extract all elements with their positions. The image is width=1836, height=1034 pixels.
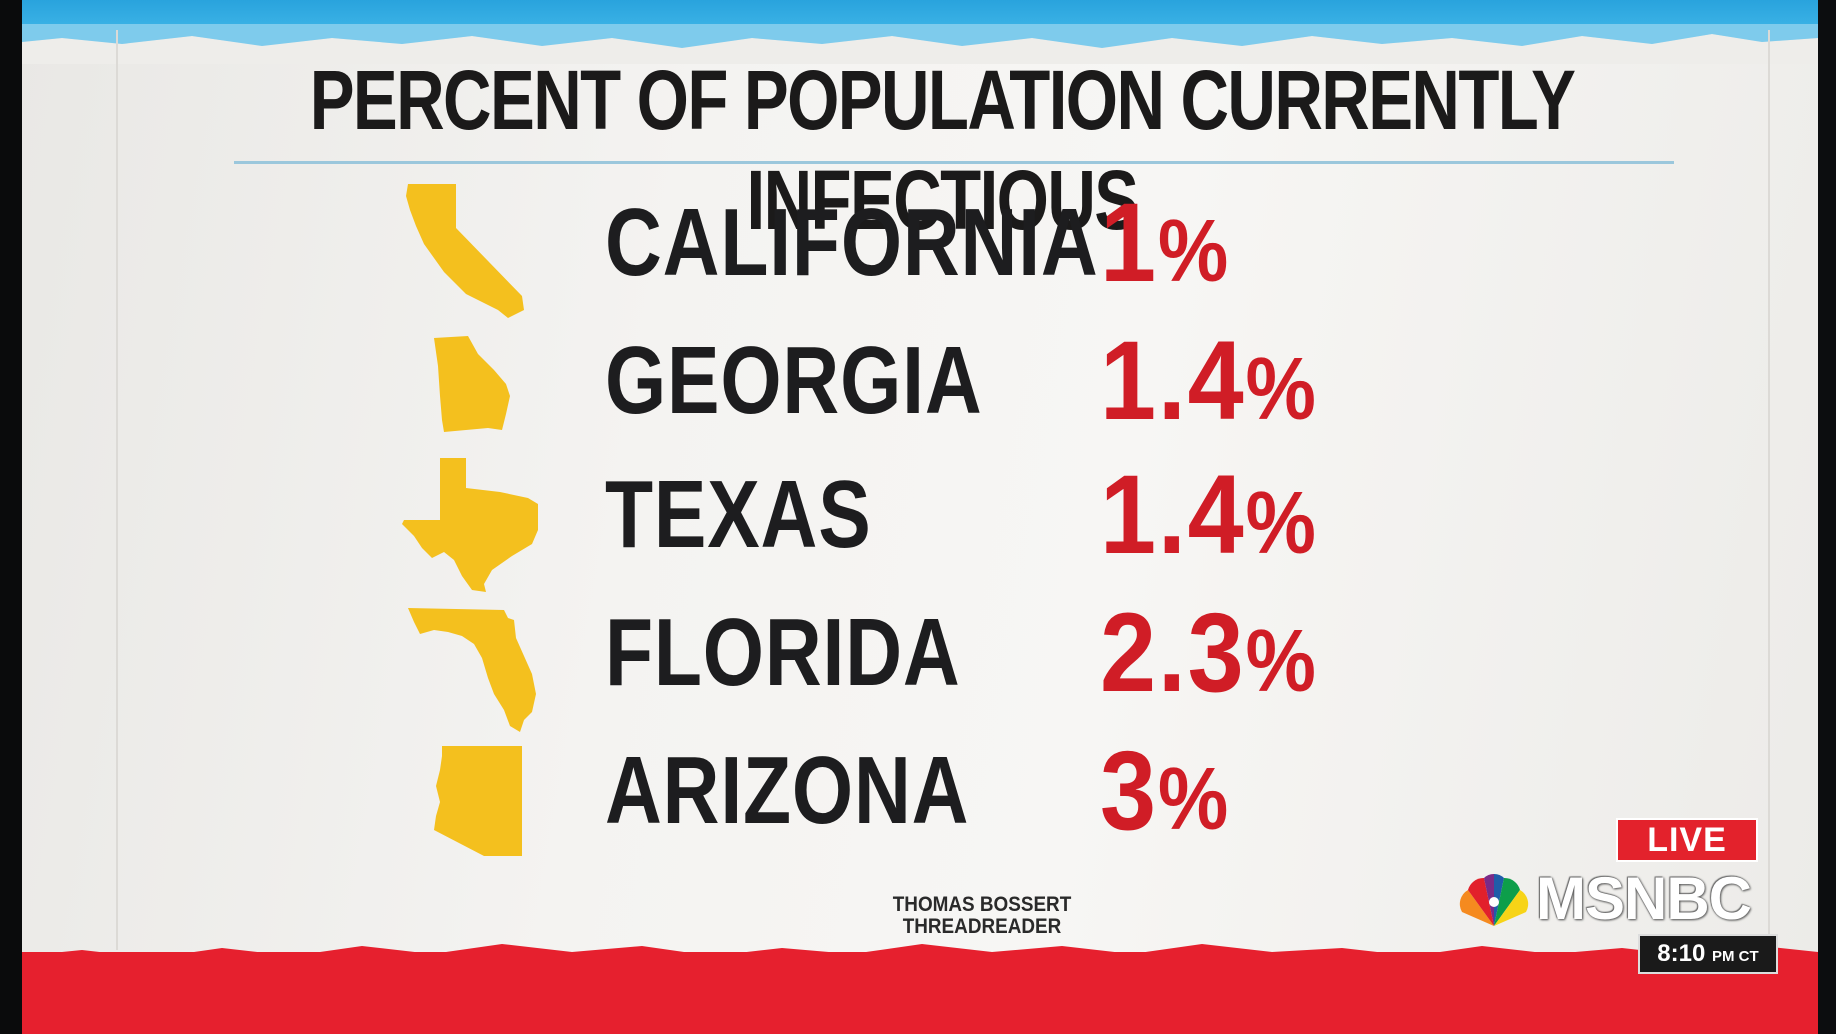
state-name: CALIFORNIA — [605, 189, 1099, 296]
state-row-georgia: GEORGIA 1.4% — [22, 316, 1818, 439]
percent-number: 3 — [1100, 728, 1158, 853]
percent-number: 1 — [1100, 180, 1158, 305]
percent-number: 1.4 — [1100, 452, 1246, 577]
state-row-texas: TEXAS 1.4% — [22, 450, 1818, 592]
percent-sign: % — [1157, 749, 1231, 848]
network-logo: MSNBC — [1454, 864, 1774, 934]
state-name: ARIZONA — [605, 737, 970, 844]
percent-value: 1.4% — [1100, 459, 1318, 573]
tv-bezel-left — [0, 0, 22, 1034]
broadcast-clock: 8:10 PM CT — [1638, 934, 1778, 974]
network-name: MSNBC — [1536, 865, 1752, 932]
source-site: THREADREADER — [902, 915, 1062, 938]
state-name: FLORIDA — [605, 599, 961, 706]
graphic-title: PERCENT OF POPULATION CURRENTLY INFECTIO… — [309, 53, 1576, 247]
percent-sign: % — [1245, 473, 1318, 572]
georgia-shape-icon — [434, 336, 510, 432]
state-name: GEORGIA — [605, 327, 983, 434]
percent-sign: % — [1245, 339, 1318, 438]
percent-value: 2.3% — [1100, 597, 1318, 711]
percent-number: 2.3 — [1100, 590, 1246, 715]
broadcast-screen: PERCENT OF POPULATION CURRENTLY INFECTIO… — [22, 0, 1818, 1034]
tv-bezel-right — [1818, 0, 1836, 1034]
peacock-icon — [1459, 873, 1529, 926]
percent-number: 1.4 — [1100, 318, 1246, 443]
state-row-arizona: ARIZONA 3% — [22, 726, 1818, 856]
arizona-shape-icon — [434, 746, 522, 856]
clock-ampm: PM CT — [1712, 948, 1759, 965]
state-row-florida: FLORIDA 2.3% — [22, 588, 1818, 732]
live-badge: LIVE — [1616, 818, 1758, 862]
source-credit: THOMAS BOSSERT THREADREADER — [892, 894, 1072, 938]
california-shape-icon — [406, 184, 524, 318]
title-divider — [234, 161, 1674, 164]
percent-sign: % — [1245, 611, 1318, 710]
florida-shape-icon — [408, 608, 536, 732]
percent-value: 3% — [1100, 735, 1231, 849]
percent-value: 1.4% — [1100, 325, 1318, 439]
percent-value: 1% — [1100, 187, 1231, 301]
bottom-color-band — [22, 952, 1818, 1034]
panel-frame — [116, 30, 1770, 950]
percent-sign: % — [1157, 201, 1231, 300]
state-row-california: CALIFORNIA 1% — [22, 178, 1818, 318]
texas-shape-icon — [402, 458, 538, 592]
clock-time: 8:10 — [1657, 940, 1706, 967]
state-name: TEXAS — [605, 461, 872, 568]
source-author: THOMAS BOSSERT — [892, 893, 1072, 916]
top-torn-edge — [22, 24, 1818, 64]
